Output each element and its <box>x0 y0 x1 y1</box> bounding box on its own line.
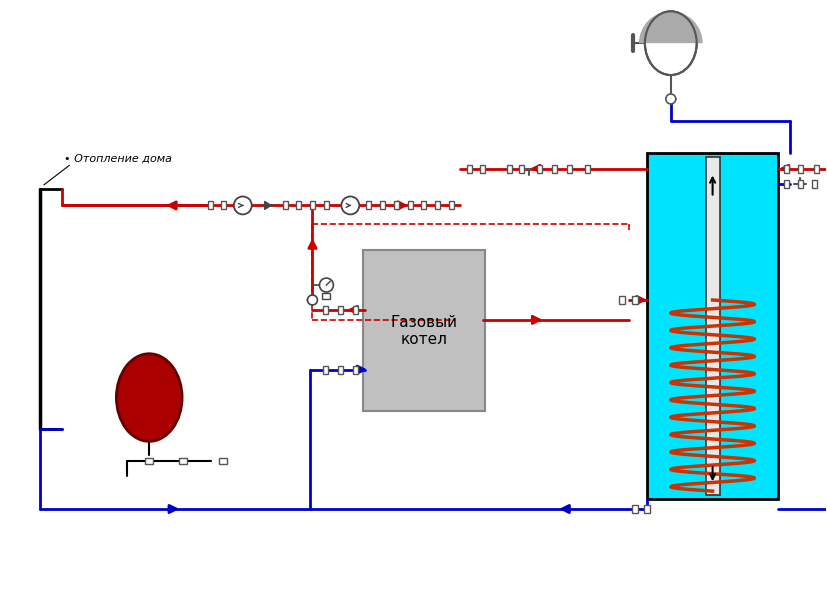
FancyBboxPatch shape <box>393 201 398 210</box>
Circle shape <box>319 278 333 292</box>
FancyBboxPatch shape <box>619 296 624 304</box>
FancyBboxPatch shape <box>296 201 301 210</box>
FancyBboxPatch shape <box>796 165 801 173</box>
FancyBboxPatch shape <box>705 156 719 495</box>
FancyBboxPatch shape <box>813 165 818 173</box>
FancyBboxPatch shape <box>363 250 484 411</box>
FancyBboxPatch shape <box>407 201 412 210</box>
FancyBboxPatch shape <box>466 165 471 173</box>
FancyBboxPatch shape <box>179 458 187 464</box>
FancyBboxPatch shape <box>221 201 226 210</box>
Circle shape <box>307 295 317 305</box>
FancyBboxPatch shape <box>796 180 801 187</box>
FancyBboxPatch shape <box>551 165 557 173</box>
FancyBboxPatch shape <box>566 165 571 173</box>
FancyBboxPatch shape <box>366 201 370 210</box>
FancyBboxPatch shape <box>283 201 288 210</box>
FancyBboxPatch shape <box>322 293 330 299</box>
FancyBboxPatch shape <box>584 165 589 173</box>
FancyBboxPatch shape <box>449 201 454 210</box>
FancyBboxPatch shape <box>421 201 426 210</box>
Circle shape <box>341 196 359 214</box>
Wedge shape <box>638 11 702 43</box>
Text: • Отопление дома: • Отопление дома <box>64 153 171 164</box>
FancyBboxPatch shape <box>323 306 327 314</box>
FancyBboxPatch shape <box>352 306 357 314</box>
FancyBboxPatch shape <box>208 201 213 210</box>
FancyBboxPatch shape <box>643 504 649 513</box>
FancyBboxPatch shape <box>810 180 815 187</box>
FancyBboxPatch shape <box>631 296 637 304</box>
Ellipse shape <box>644 11 696 75</box>
Circle shape <box>665 94 675 104</box>
Text: Газовый
котел: Газовый котел <box>390 315 457 347</box>
FancyBboxPatch shape <box>145 458 153 464</box>
Circle shape <box>233 196 251 214</box>
FancyBboxPatch shape <box>519 165 523 173</box>
FancyBboxPatch shape <box>218 458 227 464</box>
FancyBboxPatch shape <box>337 366 342 374</box>
FancyBboxPatch shape <box>646 153 777 499</box>
FancyBboxPatch shape <box>337 306 342 314</box>
Polygon shape <box>264 201 271 210</box>
Ellipse shape <box>117 354 182 441</box>
FancyBboxPatch shape <box>323 366 327 374</box>
FancyBboxPatch shape <box>631 504 637 513</box>
FancyBboxPatch shape <box>783 180 788 187</box>
FancyBboxPatch shape <box>536 165 541 173</box>
FancyBboxPatch shape <box>380 201 385 210</box>
FancyBboxPatch shape <box>506 165 511 173</box>
FancyBboxPatch shape <box>480 165 485 173</box>
FancyBboxPatch shape <box>309 201 314 210</box>
FancyBboxPatch shape <box>435 201 440 210</box>
FancyBboxPatch shape <box>783 165 788 173</box>
FancyBboxPatch shape <box>352 366 357 374</box>
FancyBboxPatch shape <box>323 201 328 210</box>
